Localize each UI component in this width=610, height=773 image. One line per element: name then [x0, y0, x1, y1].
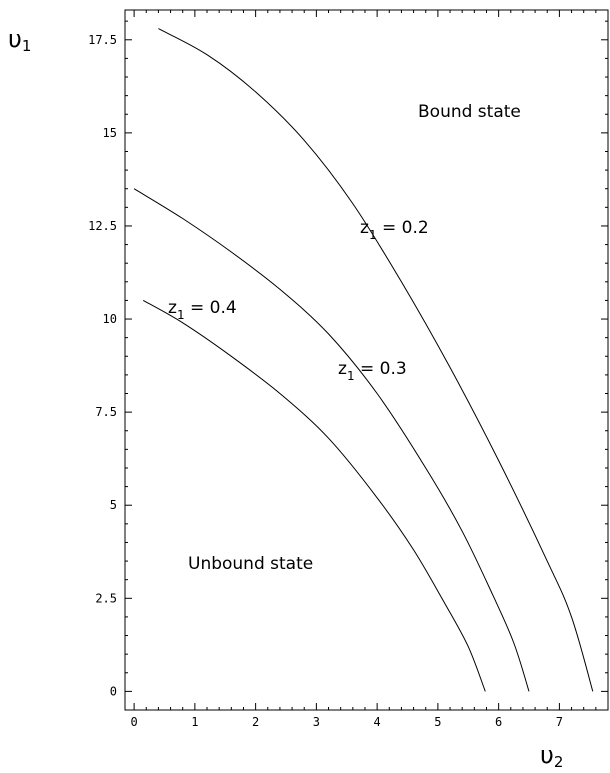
x-axis-label: υ2	[540, 741, 563, 771]
y-axis-subscript: 1	[22, 37, 32, 55]
y-axis-label: υ1	[8, 25, 31, 55]
x-tick-label: 3	[313, 715, 320, 729]
x-axis-subscript: 2	[554, 753, 564, 771]
y-tick-label: 17.5	[88, 33, 117, 47]
curve-label-z03: z1 = 0.3	[338, 359, 407, 383]
y-axis-symbol: υ	[8, 25, 22, 53]
series-line-0	[158, 28, 594, 692]
x-tick-label: 4	[374, 715, 381, 729]
bound-state-label: Bound state	[418, 102, 521, 122]
curve-label-z02-var: z	[360, 218, 369, 238]
curve-label-z03-value: = 0.3	[355, 359, 407, 379]
x-tick-label: 5	[434, 715, 441, 729]
curve-label-z04-sub: 1	[177, 308, 185, 322]
plot-frame	[124, 9, 609, 711]
x-tick-label: 7	[556, 715, 563, 729]
series-line-1	[133, 188, 530, 692]
x-tick-label: 2	[252, 715, 259, 729]
y-tick-label: 2.5	[95, 591, 117, 605]
y-tick-label: 5	[110, 498, 117, 512]
curve-label-z04: z1 = 0.4	[168, 298, 237, 322]
y-tick-label: 10	[103, 312, 117, 326]
curves	[133, 28, 594, 692]
curve-label-z03-var: z	[338, 359, 347, 379]
x-tick-label: 1	[191, 715, 198, 729]
curve-label-z04-var: z	[168, 298, 177, 318]
y-tick-label: 15	[103, 126, 117, 140]
curve-label-z02-sub: 1	[369, 228, 377, 242]
y-tick-label: 7.5	[95, 405, 117, 419]
curve-label-z02-value: = 0.2	[377, 218, 429, 238]
series-line-2	[142, 299, 486, 692]
x-axis-symbol: υ	[540, 741, 554, 769]
y-tick-label: 0	[110, 684, 117, 698]
y-tick-label: 12.5	[88, 219, 117, 233]
ticks: 0 1 2 3 4 5 6 7 0 2.5 5 7.5 10 12.5 15 17.5	[88, 10, 609, 729]
curve-label-z04-value: = 0.4	[185, 298, 237, 318]
curve-label-z02: z1 = 0.2	[360, 218, 429, 242]
unbound-state-label: Unbound state	[188, 554, 313, 574]
curve-label-z03-sub: 1	[347, 369, 355, 383]
x-tick-label: 0	[130, 715, 137, 729]
x-tick-label: 6	[495, 715, 502, 729]
